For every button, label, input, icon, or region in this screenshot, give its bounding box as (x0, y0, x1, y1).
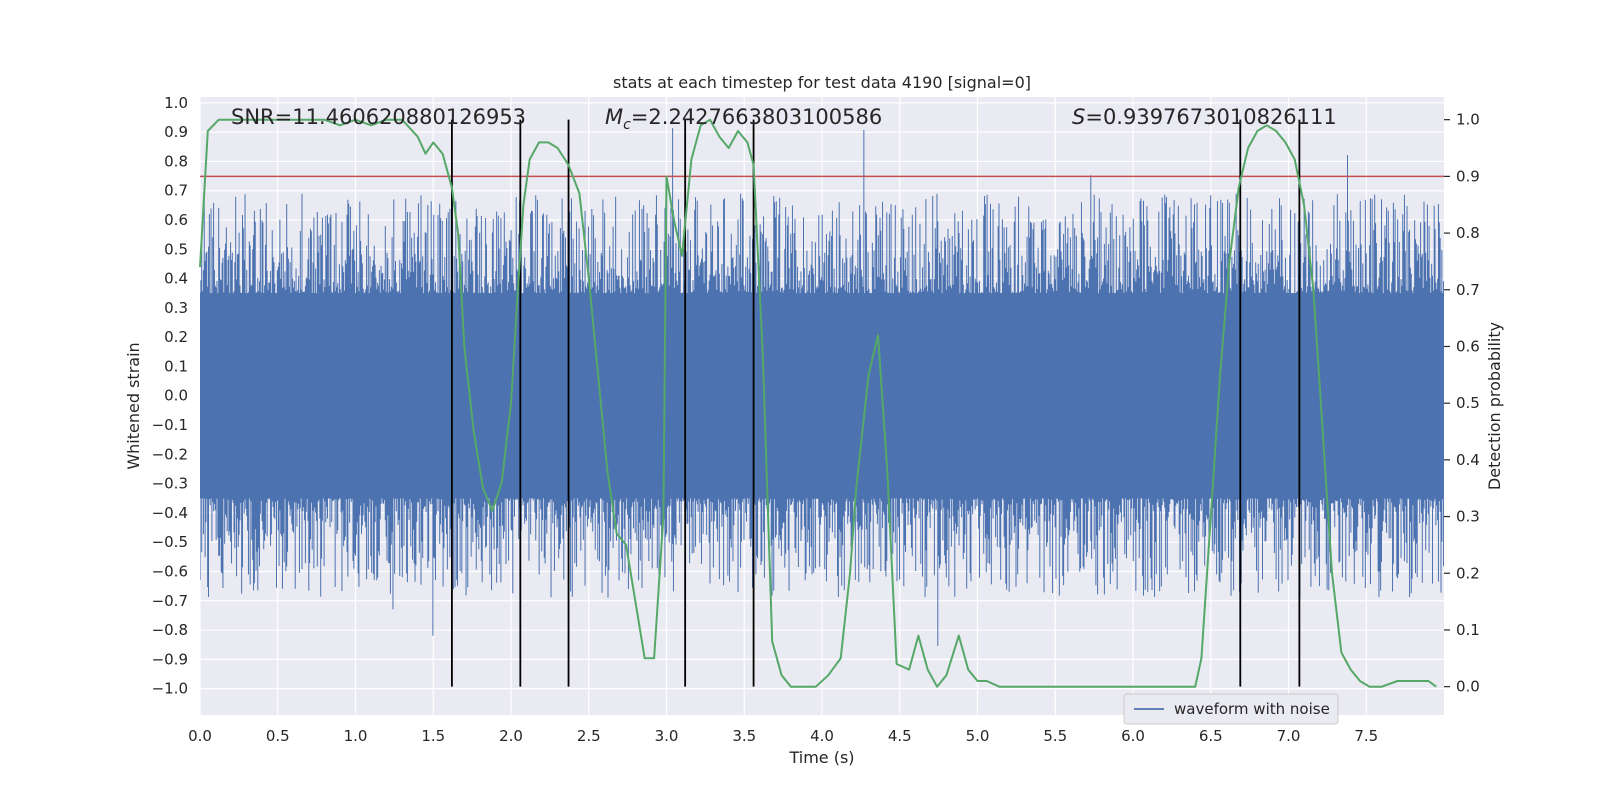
x-tick-label-4: 2.0 (499, 727, 523, 745)
x-tick-label-0: 0.0 (188, 727, 212, 745)
vertical-markers (451, 119, 1301, 687)
y-tick-label-left-15: −0.5 (152, 533, 188, 551)
y-tick-label-right-9: 0.1 (1456, 621, 1480, 639)
y-tick-label-right-3: 0.7 (1456, 281, 1480, 299)
legend-box (1123, 693, 1339, 725)
y-tick-label-left-20: −1.0 (152, 680, 188, 698)
y-tick-label-left-16: −0.6 (152, 562, 188, 580)
x-tick-label-12: 6.0 (1121, 727, 1145, 745)
y-tick-label-right-10: 0.0 (1456, 678, 1480, 696)
s-annotation: S=0.9397673010826111 (1072, 105, 1337, 129)
y-tick-label-left-5: 0.5 (164, 240, 188, 258)
x-tick-label-7: 3.5 (732, 727, 756, 745)
chirp-mass-symbol: M (605, 105, 623, 129)
y-tick-label-right-2: 0.8 (1456, 224, 1480, 242)
chirp-mass-value: =2.2427663803100586 (631, 105, 882, 129)
y-tick-label-left-13: −0.3 (152, 475, 188, 493)
y-tick-label-right-0: 1.0 (1456, 111, 1480, 129)
y-axis-label-right: Detection probability (1485, 322, 1504, 490)
y-tick-label-left-2: 0.8 (164, 152, 188, 170)
y-tick-label-left-9: 0.1 (164, 357, 188, 375)
y-tick-label-left-12: −0.2 (152, 445, 188, 463)
y-tick-label-right-6: 0.4 (1456, 451, 1480, 469)
x-tick-label-15: 7.5 (1354, 727, 1378, 745)
y-tick-label-left-17: −0.7 (152, 592, 188, 610)
y-tick-label-left-10: 0.0 (164, 387, 188, 405)
y-tick-label-right-7: 0.3 (1456, 508, 1480, 526)
x-axis-label: Time (s) (788, 748, 854, 767)
x-tick-label-9: 4.5 (888, 727, 912, 745)
detection-probability-line (199, 118, 1437, 688)
y-tick-labels-right: 1.0 0.9 0.8 0.7 0.6 0.5 0.4 0.3 0.2 0.1 0.0 (1444, 111, 1480, 696)
y-tick-label-right-8: 0.2 (1456, 564, 1480, 582)
y-tick-label-left-11: −0.1 (152, 416, 188, 434)
x-tick-label-10: 5.0 (966, 727, 990, 745)
y-tick-label-left-0: 1.0 (164, 94, 188, 112)
x-tick-label-14: 7.0 (1277, 727, 1301, 745)
snr-annotation: SNR=11.460620880126953 (231, 105, 526, 129)
y-tick-label-left-8: 0.2 (164, 328, 188, 346)
x-tick-label-11: 5.5 (1043, 727, 1067, 745)
x-tick-label-6: 3.0 (655, 727, 679, 745)
y-tick-label-right-4: 0.6 (1456, 337, 1480, 355)
x-tick-label-13: 6.5 (1199, 727, 1223, 745)
x-tick-label-8: 4.0 (810, 727, 834, 745)
x-tick-label-5: 2.5 (577, 727, 601, 745)
y-tick-label-left-1: 0.9 (164, 123, 188, 141)
y-tick-label-left-14: −0.4 (152, 504, 188, 522)
x-tick-label-3: 1.5 (421, 727, 445, 745)
y-tick-label-left-7: 0.3 (164, 299, 188, 317)
y-tick-label-left-4: 0.6 (164, 211, 188, 229)
series-detection-probability (199, 118, 1437, 688)
series-waveform-with-noise (200, 128, 1444, 646)
y-axis-label-left: Whitened strain (124, 342, 143, 469)
y-tick-label-right-5: 0.5 (1456, 394, 1480, 412)
y-tick-label-right-1: 0.9 (1456, 167, 1480, 185)
noise-spikes (200, 128, 1444, 646)
y-tick-label-left-18: −0.8 (152, 621, 188, 639)
y-tick-label-left-3: 0.7 (164, 182, 188, 200)
y-tick-label-left-6: 0.4 (164, 270, 188, 288)
x-tick-labels: 0.0 0.5 1.0 1.5 2.0 2.5 3.0 3.5 4.0 4.5 5.0 5.5 6.0 6… (188, 727, 1378, 745)
x-tick-label-1: 0.5 (266, 727, 290, 745)
chirp-mass-subscript: c (623, 117, 631, 133)
chirp-mass-annotation: Mc=2.2427663803100586 (605, 105, 882, 133)
y-tick-label-left-19: −0.9 (152, 650, 188, 668)
y-tick-labels-left: 1.0 0.9 0.8 0.7 0.6 0.5 0.4 0.3 0.2 0.1 0.0 −0.1 −0.… (152, 94, 188, 698)
legend: waveform with noise (1123, 693, 1339, 725)
chart-title: stats at each timestep for test data 419… (613, 73, 1031, 92)
s-symbol: S (1072, 105, 1085, 129)
s-value: =0.9397673010826111 (1085, 105, 1336, 129)
x-tick-label-2: 1.0 (344, 727, 368, 745)
legend-label-waveform: waveform with noise (1174, 700, 1330, 718)
